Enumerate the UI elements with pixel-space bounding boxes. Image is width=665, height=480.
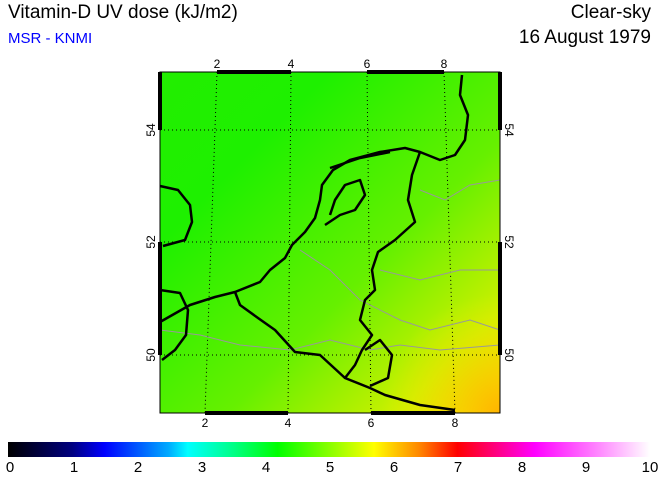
colorbar-tick-label: 0 (5, 459, 15, 476)
colorbar-tick-label: 1 (69, 459, 79, 476)
borders (159, 179, 501, 351)
lon-label-top: 8 (441, 57, 448, 71)
lat-label-right: 50 (502, 348, 516, 362)
lon-label-bottom: 4 (285, 416, 292, 430)
graticule (160, 71, 500, 414)
lat-label-left: 52 (144, 235, 158, 249)
lat-label-right: 54 (502, 123, 516, 137)
map-frame (158, 70, 502, 415)
lat-label-left: 54 (144, 123, 158, 137)
lon-label-top: 6 (364, 57, 371, 71)
lon-label-bottom: 6 (368, 416, 375, 430)
colorbar-tick-label: 5 (325, 459, 335, 476)
lat-label-left: 50 (144, 348, 158, 362)
lux-border (364, 338, 394, 388)
map-date: 16 August 1979 (518, 27, 651, 48)
colorbar-tick-label: 9 (581, 459, 591, 476)
be-border (233, 291, 346, 379)
nl-de-border (343, 151, 456, 412)
lon-label-bottom: 2 (202, 416, 209, 430)
england-south-coast (159, 288, 190, 361)
lon-label-top: 4 (288, 57, 295, 71)
colorbar-tick-label: 10 (641, 459, 659, 476)
colorbar-tick-label: 7 (453, 459, 463, 476)
map-title: Vitamin-D UV dose (kJ/m2) (8, 2, 238, 23)
uv-dose-map: 2 4 6 8 2 4 6 8 54 52 50 54 52 50 (144, 57, 516, 430)
lon-label-top: 2 (214, 57, 221, 71)
sky-condition: Clear-sky (570, 2, 651, 23)
colorbar-tick-label: 2 (133, 459, 143, 476)
continental-coast (159, 74, 470, 324)
wadden-islands (329, 150, 391, 170)
colorbar-tick-label: 8 (517, 459, 527, 476)
colorbar-tick-label: 6 (389, 459, 399, 476)
ijsselmeer (324, 178, 367, 227)
colorbar-tick-label: 4 (261, 459, 271, 476)
colorbar-tick-label: 3 (197, 459, 207, 476)
lon-label-bottom: 8 (452, 416, 459, 430)
england-coast (159, 184, 194, 248)
source-label: MSR - KNMI (8, 30, 93, 47)
coastline-and-borders (159, 74, 470, 412)
lat-label-right: 52 (502, 235, 516, 249)
colorbar (8, 442, 650, 457)
